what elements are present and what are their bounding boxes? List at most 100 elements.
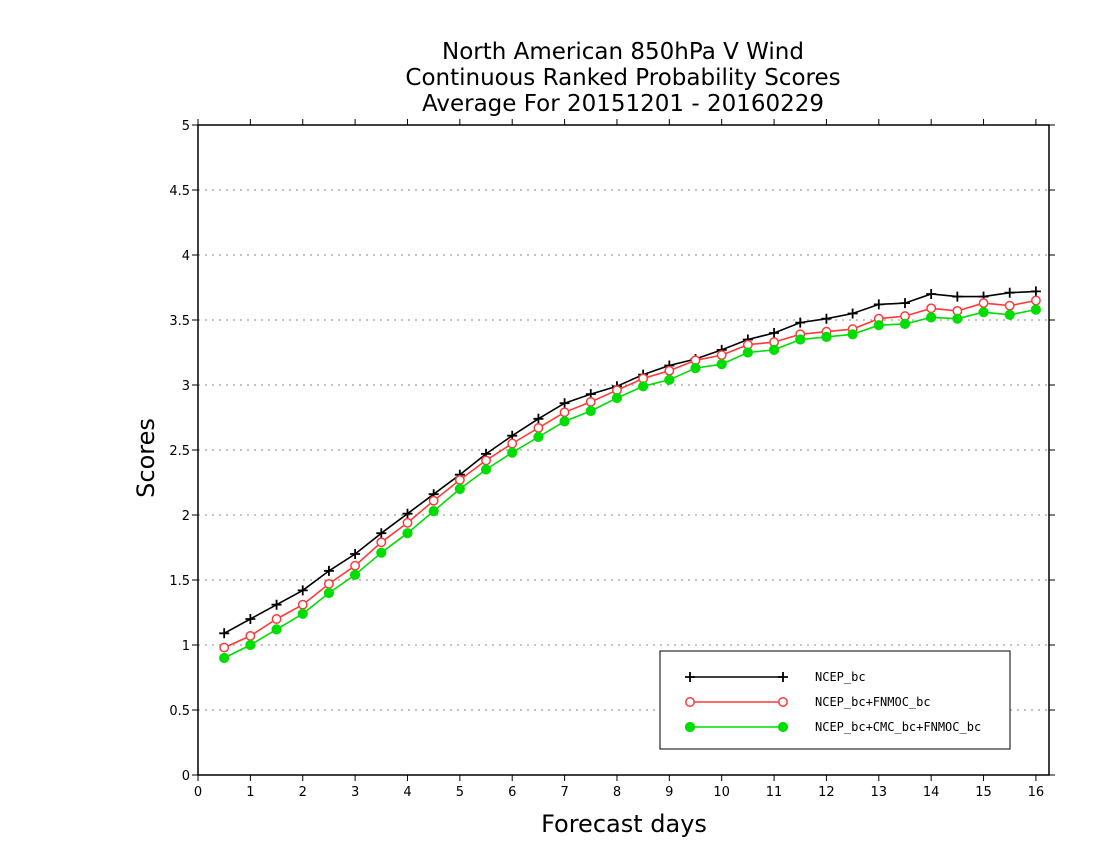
data-point [585,396,596,407]
y-tick-label: 2.5 [169,444,190,459]
data-point [350,569,361,580]
data-point [350,560,361,571]
title-line-3: Average For 20151201 - 20160229 [422,91,824,117]
x-tick-label: 10 [713,785,730,800]
data-point [219,652,230,664]
data-point [847,329,858,340]
data-point [611,392,623,404]
data-point [821,331,832,342]
data-point [952,291,963,302]
data-point [1030,295,1041,306]
y-tick-label: 4 [182,249,190,264]
data-point [533,422,544,433]
data-point [507,447,518,458]
data-point [952,313,963,324]
series-lines [219,286,1042,664]
data-point [1004,300,1015,311]
data-point [795,334,806,345]
data-point [271,599,282,610]
data-point [297,599,308,610]
x-tick-label: 7 [560,785,568,800]
y-tick-label: 1.5 [169,574,190,589]
data-point [638,381,649,392]
x-tick-label: 13 [871,785,888,800]
y-tick-label: 3 [182,379,190,394]
x-tick-label: 2 [299,785,307,800]
y-tick-label: 5 [182,119,190,134]
data-point [873,299,884,310]
data-point [480,464,492,475]
legend-label: NCEP_bc+CMC_bc+FNMOC_bc [815,720,981,734]
title-line-2: Continuous Ranked Probability Scores [405,65,840,91]
gridlines [198,124,1049,711]
data-point [323,587,335,599]
data-point [1030,286,1041,297]
y-tick-label: 1 [182,639,190,654]
y-tick-label: 4.5 [169,184,190,199]
data-point [245,630,256,641]
data-point [350,549,361,559]
data-point [1004,309,1015,320]
data-point [402,517,413,528]
data-point [926,312,937,323]
data-point [507,438,518,449]
series-3 [219,304,1042,664]
data-point [428,495,439,506]
data-point [716,359,727,370]
data-point [821,313,832,324]
data-point [664,374,675,385]
data-point [297,585,308,596]
legend-marker [685,697,695,707]
x-tick-label: 6 [508,785,516,800]
legend-marker [778,697,788,707]
legend-marker [684,721,696,733]
legend-marker [685,672,695,682]
data-point [716,350,727,361]
legend-marker [777,721,789,733]
data-point [402,528,413,539]
y-tick-label: 0 [182,769,190,784]
data-point [585,405,596,417]
data-point [402,508,413,519]
data-point [376,528,387,539]
data-point [271,624,282,635]
data-point [376,547,387,558]
data-point [376,537,387,548]
x-tick-label: 14 [923,785,940,800]
data-point [847,308,858,319]
data-point [428,506,439,517]
data-point [690,363,701,374]
data-point [297,608,308,619]
x-tick-label: 5 [456,785,464,800]
data-point [559,407,570,418]
series-line [223,308,1037,659]
legend-label: NCEP_bc [815,670,866,684]
data-point [768,344,780,355]
data-point [978,307,989,318]
data-point [533,431,544,443]
series-line [223,299,1037,649]
data-point [559,416,570,427]
series-2 [219,295,1041,653]
data-point [245,614,256,624]
x-tick-label: 4 [403,785,411,800]
series-1 [219,286,1041,639]
legend: NCEP_bc NCEP_bc+FNMOC_bc NCEP_bc+CMC_bc+FN… [659,650,1011,750]
legend-entry: NCEP_bc+FNMOC_bc [685,695,931,709]
x-tick-label: 12 [818,785,835,800]
y-axis-label: Scores [132,418,160,498]
x-tick-label: 11 [766,785,783,800]
data-point [873,320,884,331]
legend-box [659,650,1011,750]
data-point [926,303,937,314]
legend-label: NCEP_bc+FNMOC_bc [815,695,931,709]
x-tick-label: 9 [665,785,673,800]
y-tick-label: 3.5 [169,314,190,329]
x-tick-label: 0 [194,785,202,800]
data-point [742,347,753,358]
data-point [1030,304,1042,315]
data-point [454,474,465,485]
data-point [769,328,780,338]
